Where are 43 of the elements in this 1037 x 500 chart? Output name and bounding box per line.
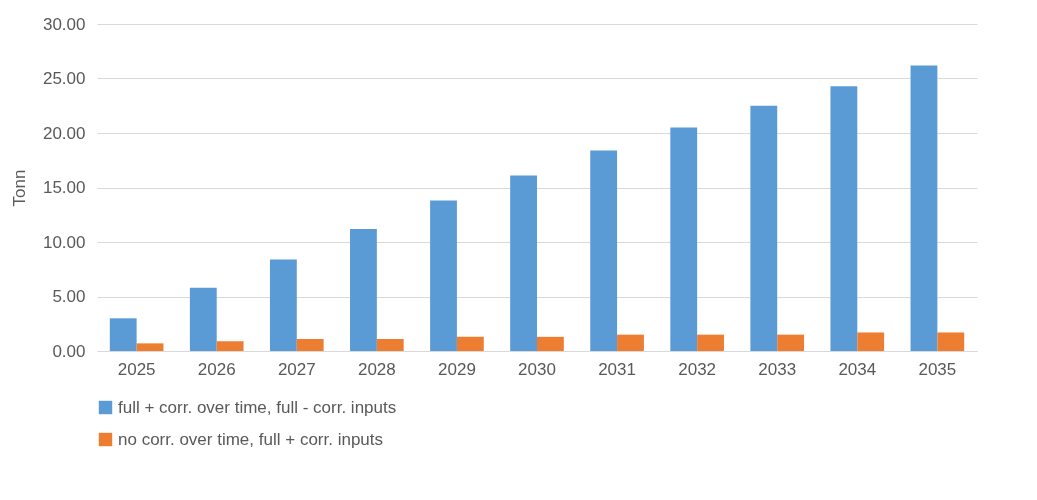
- x-tick-label: 2030: [518, 359, 556, 379]
- bar: [136, 343, 164, 351]
- bar: [216, 341, 244, 351]
- x-tick-label: 2029: [438, 359, 476, 379]
- x-tick-label: 2032: [678, 359, 717, 379]
- bar: [590, 150, 618, 351]
- x-tick-label: 2028: [357, 359, 396, 379]
- bar: [376, 339, 404, 351]
- bar: [670, 127, 698, 351]
- y-axis-title: Tonn: [9, 169, 29, 207]
- bar: [189, 287, 217, 351]
- bar: [830, 86, 858, 351]
- bar: [750, 105, 778, 351]
- bar: [777, 334, 805, 351]
- y-tick-label: 0.00: [52, 341, 86, 361]
- bar: [910, 65, 938, 351]
- legend-label: no corr. over time, full + corr. inputs: [118, 429, 384, 449]
- y-tick-label: 15.00: [42, 178, 86, 197]
- x-tick-label: 2027: [277, 359, 316, 379]
- y-tick-label: 20.00: [42, 123, 86, 143]
- bar: [109, 318, 137, 351]
- bar: [857, 332, 885, 351]
- y-tick-label: 5.00: [52, 287, 86, 306]
- y-tick-label: 10.00: [42, 232, 86, 252]
- x-tick-label: 2026: [197, 359, 236, 379]
- bar: [296, 339, 324, 351]
- bar: [510, 175, 537, 351]
- x-tick-label: 2035: [918, 359, 957, 379]
- bar: [937, 332, 965, 351]
- bar: [697, 334, 724, 351]
- y-tick-label: 25.00: [42, 69, 86, 88]
- x-tick-label: 2031: [598, 359, 636, 379]
- bar: [456, 336, 484, 351]
- bar: [350, 228, 377, 351]
- x-tick-label: 2034: [838, 359, 877, 379]
- legend-label: full + corr. over time, full - corr. inputs: [118, 397, 397, 417]
- bar: [430, 200, 457, 351]
- x-tick-label: 2033: [758, 359, 797, 379]
- x-tick-label: 2025: [117, 359, 156, 379]
- y-tick-label: 30.00: [42, 14, 86, 34]
- bar: [269, 259, 297, 351]
- bar: [537, 336, 564, 351]
- bar: [617, 334, 644, 351]
